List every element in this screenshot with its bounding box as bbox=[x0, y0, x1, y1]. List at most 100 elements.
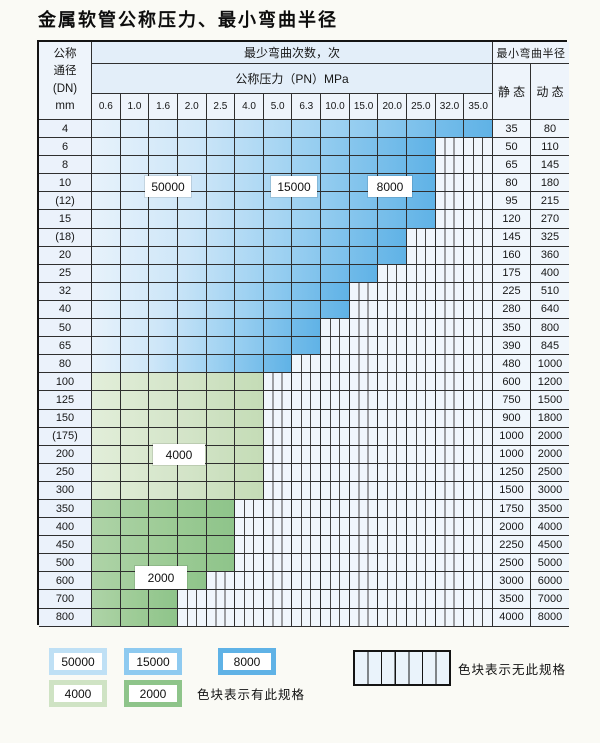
spec-cell bbox=[378, 192, 408, 211]
dn-cell: 200 bbox=[39, 445, 92, 464]
spec-cell bbox=[120, 192, 150, 211]
table-row: 450 2250 4500 bbox=[39, 536, 569, 555]
spec-cell bbox=[349, 246, 379, 265]
spec-cell bbox=[149, 608, 178, 627]
spec-cell bbox=[349, 120, 379, 139]
bend-radius-header: 最小弯曲半径 bbox=[493, 42, 569, 64]
spec-cell bbox=[263, 120, 293, 139]
spec-cell bbox=[206, 518, 236, 537]
spec-cell bbox=[92, 337, 121, 356]
no-spec-cell bbox=[407, 481, 436, 500]
pressure-col-header: 1.6 bbox=[149, 94, 178, 120]
no-spec-cell bbox=[435, 463, 465, 482]
spec-color-band bbox=[92, 120, 493, 139]
static-radius-cell: 175 bbox=[493, 264, 531, 283]
pressure-col-header: 20.0 bbox=[378, 94, 408, 120]
no-spec-cell bbox=[292, 391, 322, 410]
no-spec-cell bbox=[435, 156, 465, 175]
table-row: 150 900 1800 bbox=[39, 409, 569, 428]
spec-cell bbox=[92, 445, 121, 464]
dynamic-radius-cell: 640 bbox=[531, 300, 569, 320]
spec-cell bbox=[407, 210, 436, 229]
spec-cell bbox=[177, 300, 207, 320]
no-spec-cell bbox=[435, 373, 465, 392]
dn-cell: 4 bbox=[39, 120, 92, 139]
spec-cell bbox=[92, 282, 121, 301]
no-spec-cell bbox=[235, 554, 264, 573]
no-spec-cell bbox=[378, 373, 408, 392]
dynamic-radius-cell: 80 bbox=[531, 120, 569, 139]
dynamic-radius-cell: 845 bbox=[531, 337, 569, 356]
table-row: 6 50 110 bbox=[39, 138, 569, 157]
spec-cell bbox=[292, 264, 322, 283]
no-spec-cell bbox=[464, 445, 493, 464]
no-spec-cell bbox=[321, 409, 350, 428]
no-spec-cell bbox=[349, 373, 379, 392]
no-spec-cell bbox=[407, 463, 436, 482]
spec-cell bbox=[149, 192, 178, 211]
no-spec-cell bbox=[321, 590, 350, 609]
no-spec-cell bbox=[349, 282, 379, 301]
no-spec-cell bbox=[292, 463, 322, 482]
spec-color-band bbox=[92, 427, 264, 446]
spec-cell bbox=[206, 445, 236, 464]
dn-cell: 600 bbox=[39, 572, 92, 591]
table-row: 25 175 400 bbox=[39, 264, 569, 283]
dynamic-radius-cell: 4000 bbox=[531, 518, 569, 537]
no-spec-cell bbox=[435, 282, 465, 301]
spec-cell bbox=[120, 264, 150, 283]
spec-cell bbox=[120, 120, 150, 139]
spec-cell bbox=[407, 174, 436, 193]
legend-no-spec-swatch bbox=[353, 650, 451, 686]
spec-cell bbox=[263, 282, 293, 301]
no-spec-cell bbox=[378, 337, 408, 356]
no-spec-cell bbox=[321, 463, 350, 482]
static-radius-cell: 900 bbox=[493, 409, 531, 428]
pressure-col-header: 0.6 bbox=[92, 94, 121, 120]
spec-cell bbox=[92, 499, 121, 519]
no-spec-cell bbox=[263, 554, 293, 573]
spec-cell bbox=[177, 355, 207, 374]
spec-cell bbox=[206, 319, 236, 338]
no-spec-cell bbox=[464, 282, 493, 301]
no-spec-cell bbox=[235, 608, 264, 627]
spec-cell bbox=[92, 608, 121, 627]
no-spec-cell bbox=[177, 590, 207, 609]
no-spec-cell bbox=[321, 608, 350, 627]
static-radius-cell: 160 bbox=[493, 246, 531, 265]
no-spec-cell bbox=[321, 499, 350, 519]
no-spec-cell bbox=[321, 445, 350, 464]
no-spec-cell bbox=[464, 427, 493, 446]
table-body: 4 35 80 6 50 110 8 65 145 10 80 180 (12) 95 215 15 120 27… bbox=[39, 120, 569, 627]
no-spec-cell bbox=[378, 409, 408, 428]
spec-cell bbox=[235, 427, 264, 446]
spec-cell bbox=[92, 427, 121, 446]
spec-cell bbox=[206, 499, 236, 519]
spec-cell bbox=[235, 246, 264, 265]
spec-cell bbox=[177, 427, 207, 446]
static-radius-cell: 225 bbox=[493, 282, 531, 301]
no-spec-cell bbox=[378, 499, 408, 519]
no-spec-cell bbox=[435, 409, 465, 428]
table-row: 700 3500 7000 bbox=[39, 590, 569, 609]
dn-cell: 400 bbox=[39, 518, 92, 537]
dynamic-column-header: 动 态 bbox=[531, 64, 569, 120]
no-spec-cell bbox=[464, 572, 493, 591]
legend-swatch: 2000 bbox=[124, 680, 182, 707]
no-spec-cell bbox=[435, 355, 465, 374]
static-radius-cell: 95 bbox=[493, 192, 531, 211]
spec-cell bbox=[92, 228, 121, 247]
spec-cell bbox=[120, 536, 150, 555]
spec-cell bbox=[378, 138, 408, 157]
spec-cell bbox=[292, 210, 322, 229]
no-spec-cell bbox=[292, 355, 322, 374]
spec-cell bbox=[177, 174, 207, 193]
spec-cell bbox=[177, 246, 207, 265]
spec-cell bbox=[177, 156, 207, 175]
no-spec-cell bbox=[435, 337, 465, 356]
dn-cell: 800 bbox=[39, 608, 92, 627]
spec-cell bbox=[120, 445, 150, 464]
table-row: (18) 145 325 bbox=[39, 228, 569, 247]
spec-cell bbox=[263, 192, 293, 211]
